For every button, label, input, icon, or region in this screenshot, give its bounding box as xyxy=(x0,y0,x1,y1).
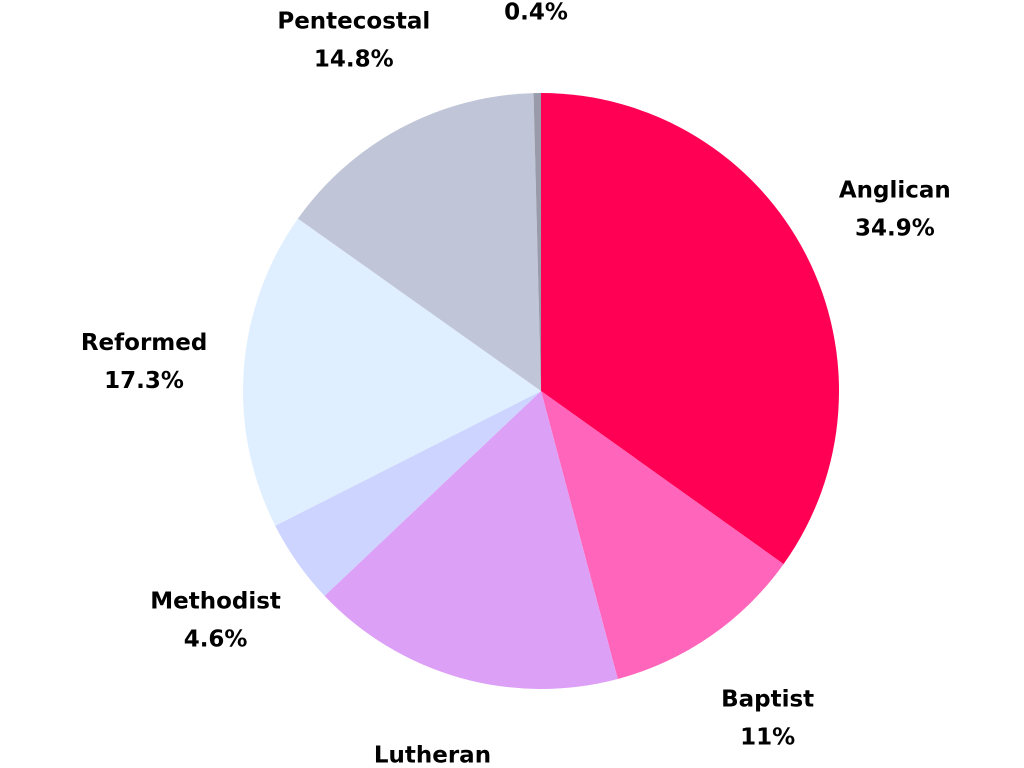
pie-slice xyxy=(541,93,840,565)
slice-value-label: 11% xyxy=(740,725,795,751)
slice-value-label: 4.6% xyxy=(184,627,248,653)
pie-slice xyxy=(275,391,541,596)
slice-label: Reformed xyxy=(81,330,208,356)
slice-label: Baptist xyxy=(721,687,814,713)
pie-slice xyxy=(297,93,541,391)
pie-slice xyxy=(541,391,784,679)
pie-slice xyxy=(324,391,618,689)
slice-label: Anglican xyxy=(839,177,951,203)
slice-label: Methodist xyxy=(150,589,281,615)
pie-slice xyxy=(242,218,541,526)
slice-value-label: 17.3% xyxy=(104,368,184,394)
slice-value-label: 34.9% xyxy=(855,215,935,241)
slice-label: Pentecostal xyxy=(277,8,430,34)
slice-value-label: 0.4% xyxy=(504,0,568,26)
pie-slice xyxy=(533,93,541,391)
slice-label: Lutheran xyxy=(374,742,491,768)
slice-value-label: 14.8% xyxy=(314,46,394,72)
